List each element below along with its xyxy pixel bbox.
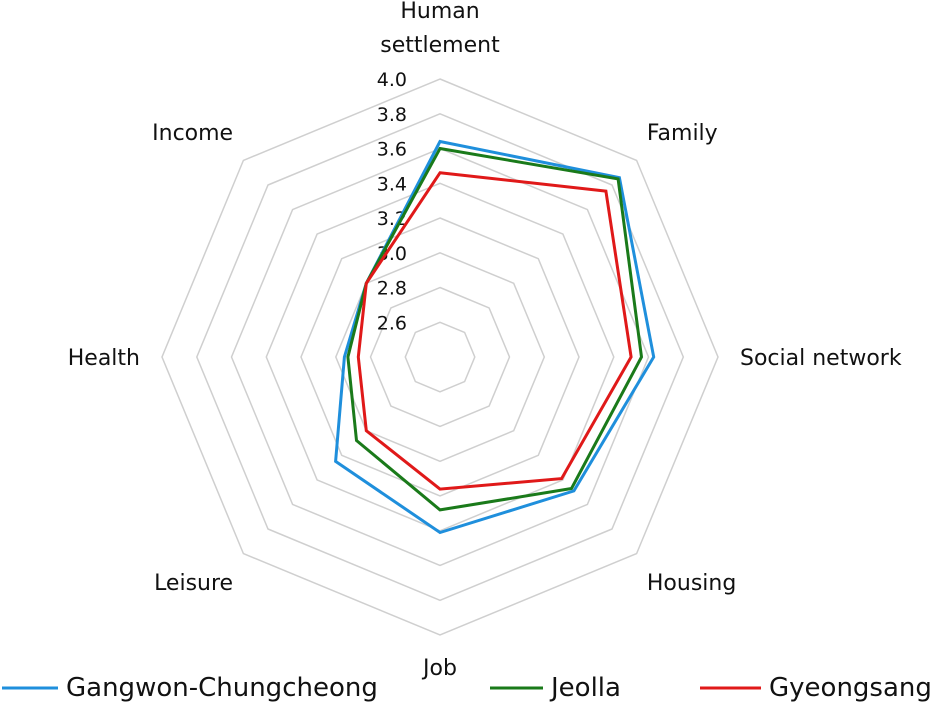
category-label: Family <box>647 121 718 146</box>
category-label-line: settlement <box>380 33 500 58</box>
legend-label: Jeolla <box>549 673 621 703</box>
category-label: Leisure <box>154 571 233 596</box>
category-label: Job <box>421 656 457 681</box>
radial-axis-ticks: 2.62.83.03.23.43.63.84.0 <box>377 69 407 334</box>
legend: Gangwon-Chungcheong Jeolla Gyeongsang <box>2 673 932 703</box>
radar-grid <box>161 78 719 636</box>
r-tick-label: 3.4 <box>377 173 407 195</box>
r-tick-label: 3.6 <box>377 139 407 161</box>
grid-ring <box>230 147 650 567</box>
category-label-line: Income <box>152 121 233 146</box>
category-label-line: Family <box>647 121 718 146</box>
category-label-line: Health <box>68 346 140 371</box>
r-tick-label: 4.0 <box>377 69 407 91</box>
category-label: Human settlement <box>380 0 500 58</box>
category-label: Health <box>68 346 140 371</box>
r-tick-label: 2.8 <box>377 278 407 300</box>
series-line-jeolla <box>346 146 644 512</box>
grid-ring <box>334 251 546 463</box>
grid-ring <box>161 78 719 636</box>
series-line-gyeongsang <box>356 171 633 491</box>
category-label-line: Housing <box>647 571 736 596</box>
grid-ring <box>195 112 685 602</box>
category-label-line: Human <box>400 0 479 24</box>
grid-ring <box>369 286 511 428</box>
category-label: Housing <box>647 571 736 596</box>
category-label-line: Social network <box>740 346 902 371</box>
category-label-line: Job <box>421 656 457 681</box>
grid-ring <box>300 217 580 497</box>
grid-ring <box>404 321 476 393</box>
category-label-line: Leisure <box>154 571 233 596</box>
r-tick-label: 3.8 <box>377 104 407 126</box>
category-labels: Human settlement Family Social network Housi… <box>68 0 902 681</box>
category-label: Income <box>152 121 233 146</box>
radar-series <box>334 139 656 535</box>
legend-label: Gangwon-Chungcheong <box>66 673 378 703</box>
r-tick-label: 2.6 <box>377 312 407 334</box>
legend-label: Gyeongsang <box>769 673 932 703</box>
category-label: Social network <box>740 346 902 371</box>
